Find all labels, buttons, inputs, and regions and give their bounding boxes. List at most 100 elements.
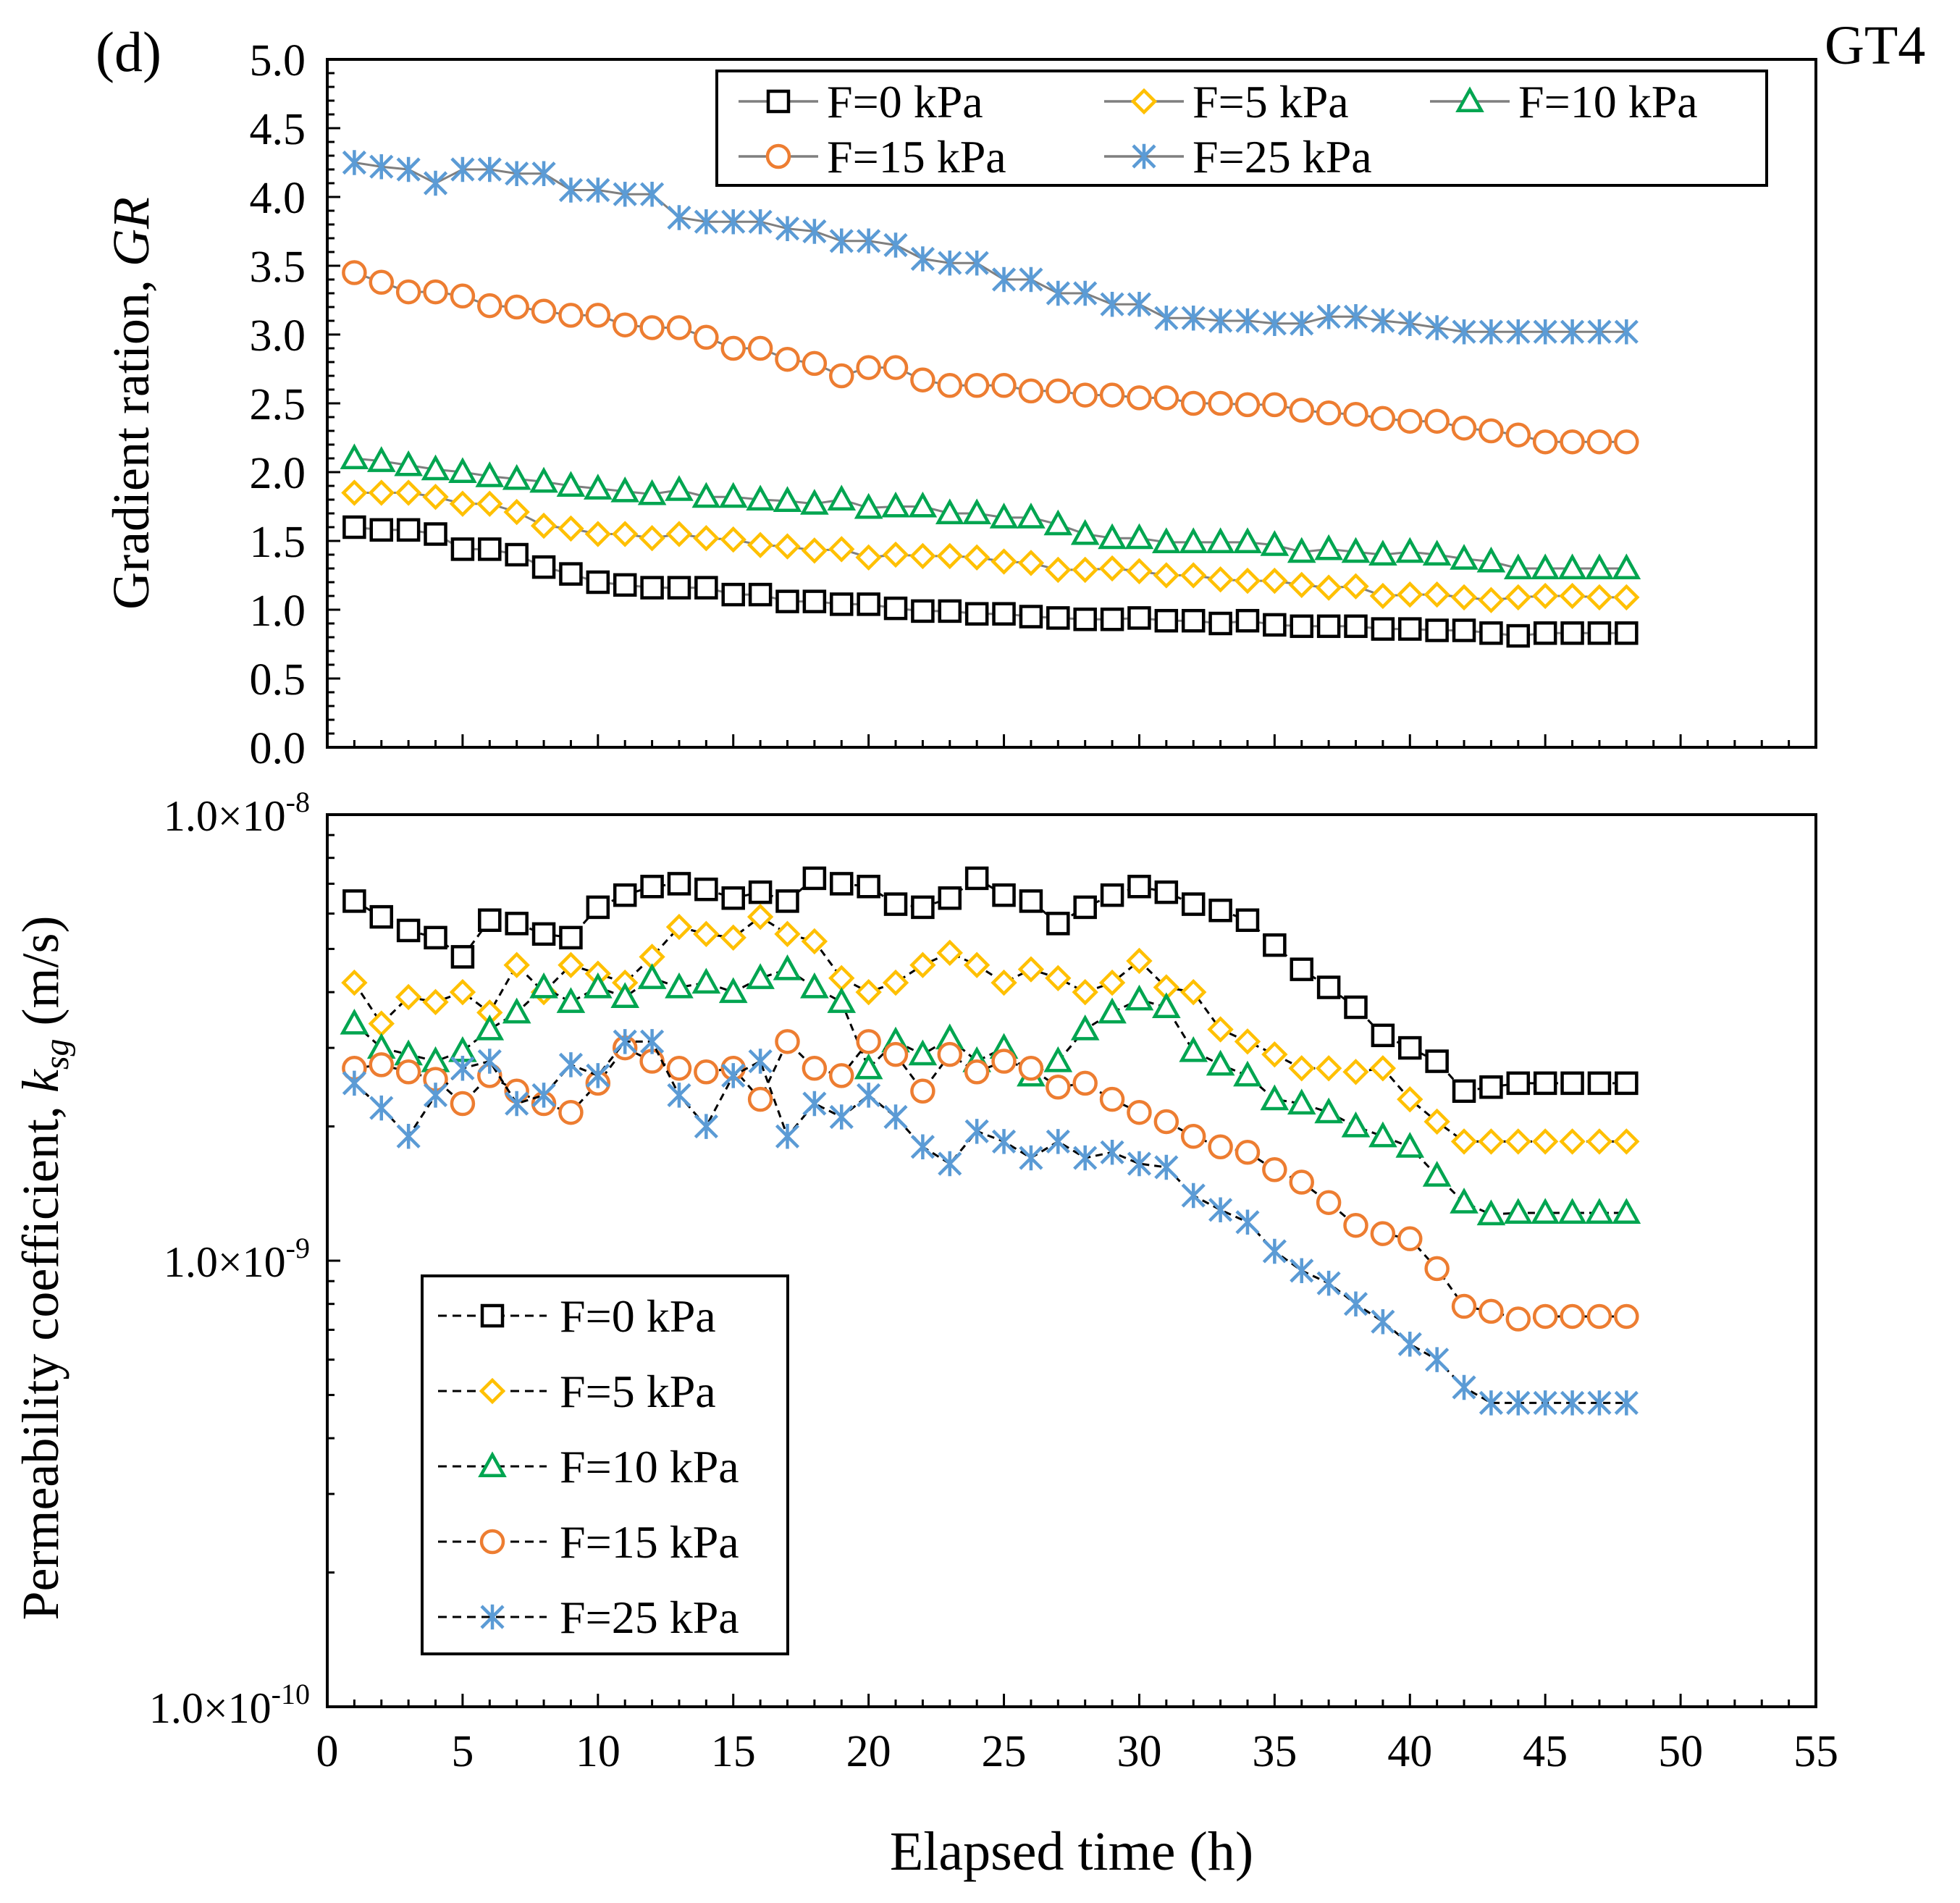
data-point [612, 312, 638, 337]
data-point [1505, 422, 1531, 448]
data-point [396, 1124, 421, 1149]
data-point [936, 542, 963, 570]
data-point [1153, 562, 1180, 589]
data-point [502, 997, 531, 1024]
data-point [530, 512, 558, 539]
series-f-10-kpa [340, 443, 1641, 580]
data-point [369, 269, 395, 295]
legend-marker [1130, 88, 1158, 115]
data-point [1450, 1188, 1479, 1214]
data-point [1422, 1161, 1452, 1187]
data-point [1532, 1303, 1558, 1329]
data-point [1288, 571, 1315, 598]
data-point [1397, 1332, 1422, 1357]
permeability-chart: 1.0×10-81.0×10-91.0×10-10 0 5 10 15 20 25 30 35… [12, 786, 1838, 1882]
x-tick-label: 15 [711, 1727, 756, 1776]
data-point [964, 602, 989, 626]
data-point [1124, 984, 1154, 1011]
data-point [775, 1029, 800, 1054]
data-point [1234, 1028, 1261, 1055]
data-point [505, 1091, 529, 1117]
data-point [1072, 382, 1098, 408]
data-point [829, 1104, 854, 1130]
data-point [1262, 1238, 1287, 1264]
data-point [1613, 584, 1640, 611]
data-point [1208, 1197, 1233, 1223]
data-point [910, 246, 935, 272]
data-point [883, 892, 908, 916]
data-point [586, 895, 610, 920]
data-point [721, 582, 745, 607]
data-point [1180, 1124, 1206, 1149]
data-point [1425, 1347, 1450, 1372]
bottom-y-axis-label-text: Permeability coefficient, [12, 1093, 70, 1620]
data-point [1208, 1134, 1233, 1160]
data-point [990, 548, 1017, 575]
series-line [354, 1039, 1627, 1321]
data-point [342, 260, 367, 285]
data-point [1479, 319, 1504, 345]
data-point [558, 515, 584, 542]
data-point [478, 537, 502, 561]
bottom-y-axis-label: Permeability coefficient, ksg (m/s) [12, 915, 76, 1620]
data-point [666, 315, 692, 340]
top-y-tick-label: 0.5 [250, 655, 306, 705]
data-point [556, 987, 586, 1013]
legend-label: F=15 kPa [827, 131, 1006, 182]
data-point [748, 582, 773, 607]
data-point [827, 987, 857, 1013]
bottom-y-tick-label: 1.0×10-8 [164, 786, 310, 840]
data-point [1398, 617, 1422, 641]
legend-label: F=10 kPa [560, 1441, 739, 1492]
data-point [1099, 1086, 1125, 1112]
top-y-tick-label: 5.0 [250, 36, 306, 85]
data-point [910, 1134, 935, 1159]
data-point [1289, 398, 1314, 423]
data-point [1559, 1128, 1586, 1155]
data-point [1208, 390, 1233, 416]
data-point [666, 1056, 692, 1081]
data-point [938, 1151, 962, 1177]
data-point [1207, 1016, 1234, 1043]
data-point [1152, 992, 1181, 1019]
data-point [1100, 608, 1124, 631]
top-legend: F=0 kPa F=5 kPa F=10 kPa F=15 kPa F=25 kPa [715, 70, 1768, 187]
series-f-0-kpa [342, 866, 1639, 1104]
data-point [1127, 606, 1151, 630]
data-point [1288, 1055, 1315, 1082]
data-point [341, 969, 368, 996]
data-point [1424, 1256, 1450, 1282]
data-point [718, 482, 748, 508]
data-point [1478, 587, 1505, 613]
data-point [694, 877, 718, 902]
data-point [857, 875, 880, 899]
data-point [584, 521, 612, 547]
x-tick-label: 30 [1116, 1727, 1161, 1776]
data-point [1179, 527, 1208, 553]
data-point [531, 1083, 556, 1108]
data-point [1180, 978, 1207, 1006]
data-point [773, 486, 802, 512]
legend-label: F=0 kPa [560, 1290, 716, 1342]
data-point [963, 951, 990, 978]
data-point [800, 972, 829, 999]
data-point [369, 904, 394, 929]
data-point [639, 525, 665, 552]
data-point [395, 279, 421, 305]
data-point [1368, 1121, 1397, 1148]
data-point [1153, 385, 1179, 411]
data-point [1043, 1046, 1073, 1072]
data-point [424, 925, 447, 950]
bottom-series-group [340, 866, 1641, 1416]
data-point [640, 875, 664, 899]
data-point [503, 951, 530, 978]
data-point [775, 589, 799, 613]
data-point [1559, 582, 1586, 610]
data-point [586, 570, 610, 595]
data-point [1451, 415, 1477, 441]
data-point [1045, 556, 1072, 584]
data-point [936, 939, 963, 967]
data-point [1614, 1390, 1639, 1416]
data-point [1422, 539, 1452, 566]
data-point [1316, 304, 1341, 329]
